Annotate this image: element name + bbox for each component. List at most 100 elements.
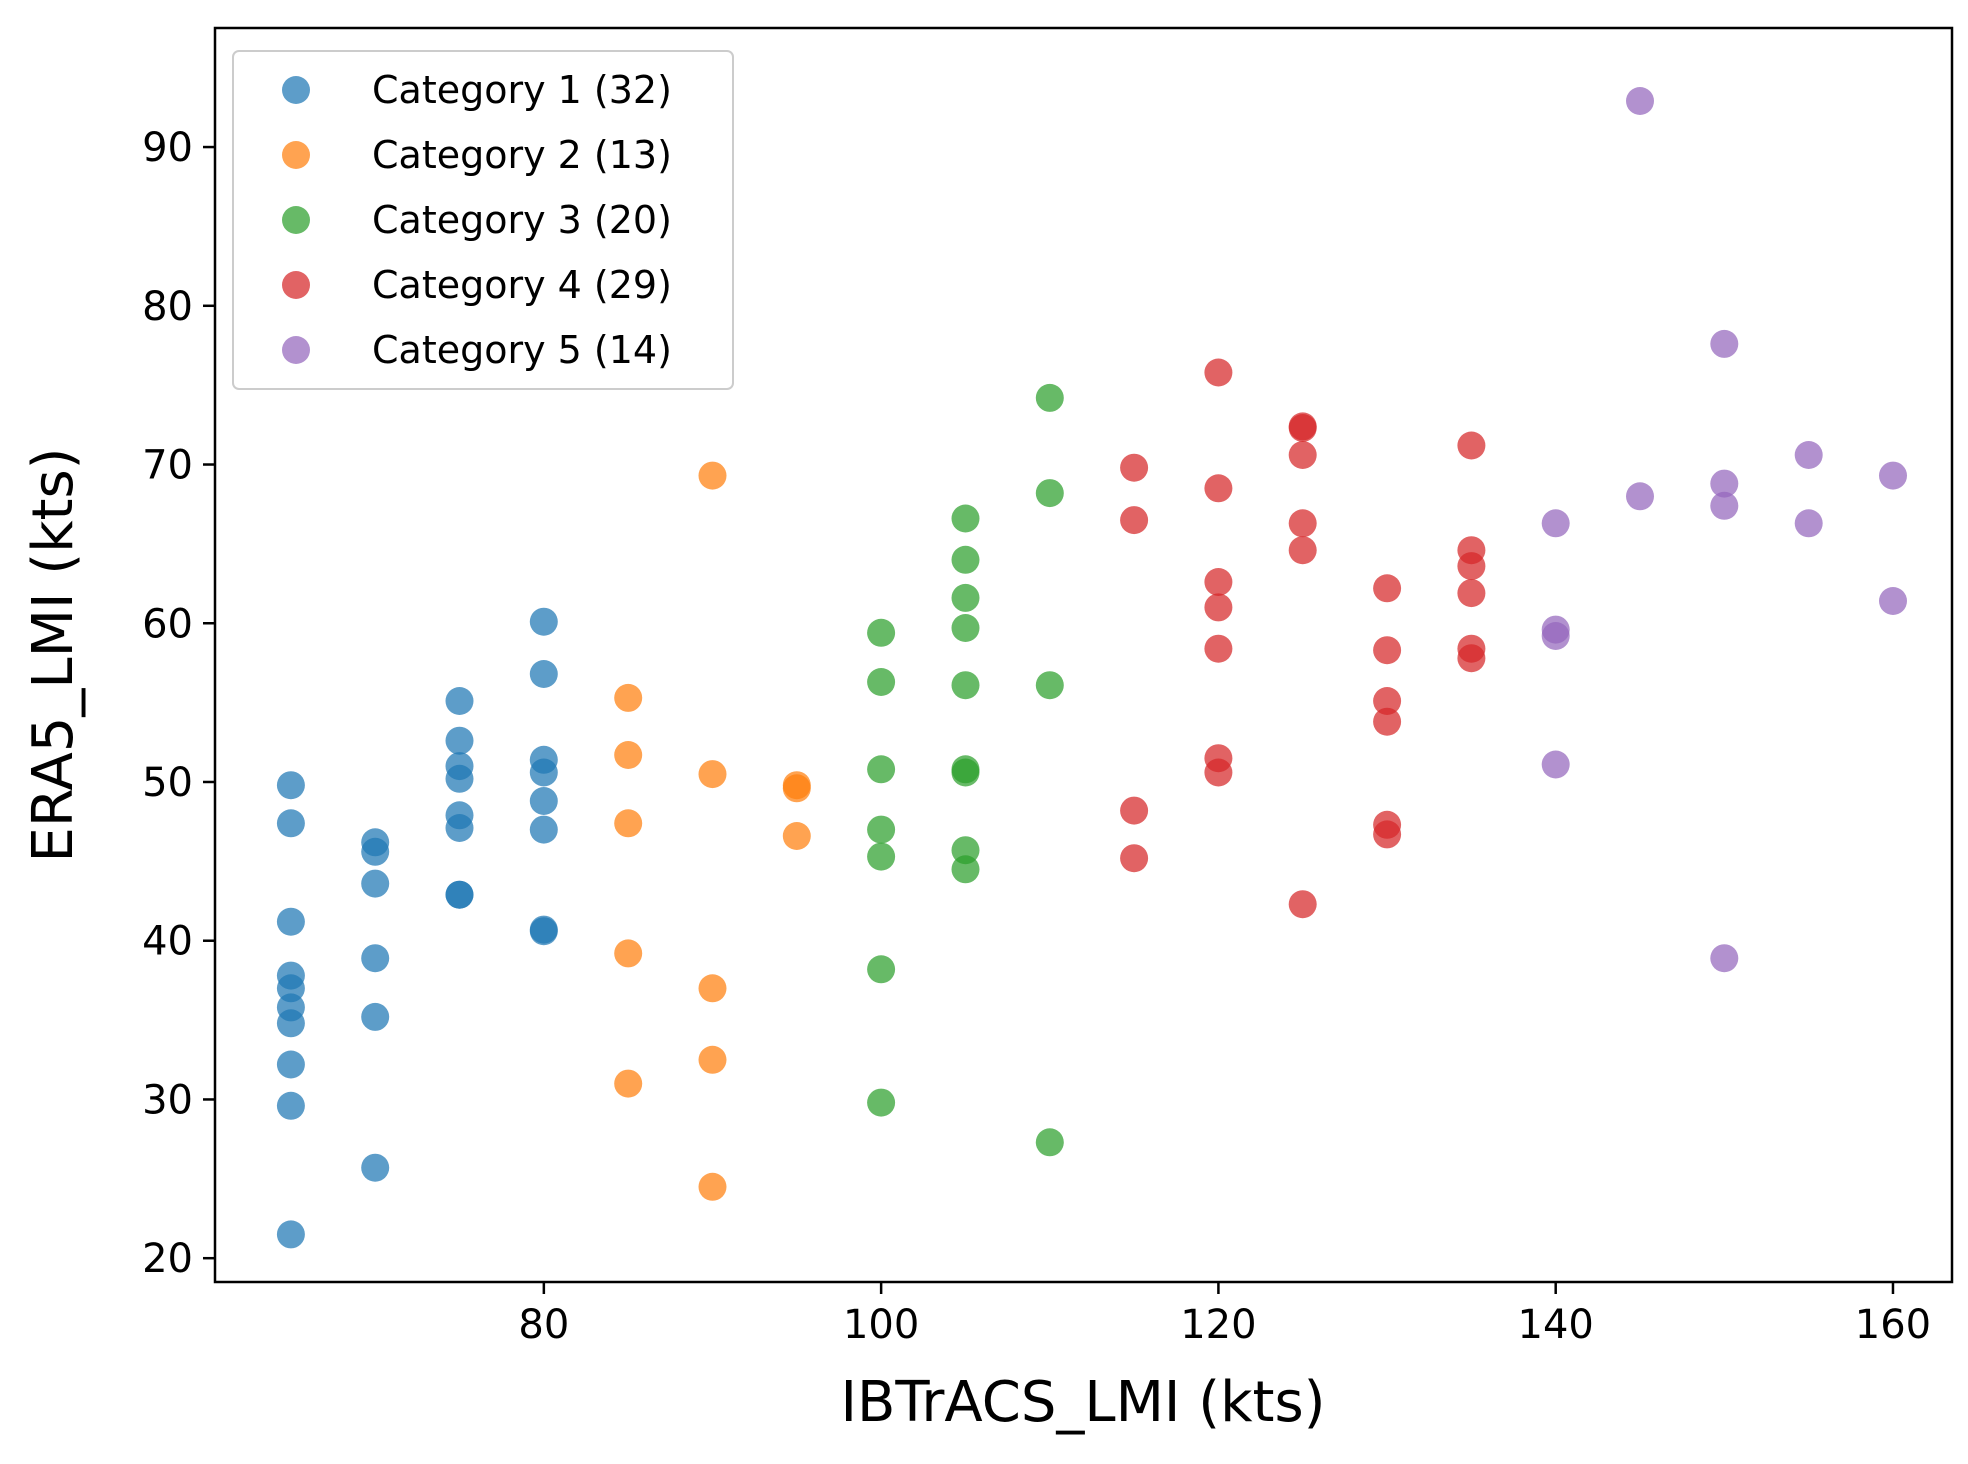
- data-point: [445, 687, 474, 715]
- data-point: [529, 815, 558, 844]
- legend-label: Category 4 (29): [372, 263, 672, 307]
- data-point: [529, 745, 558, 774]
- data-points: [276, 87, 1907, 1249]
- series-3: [867, 383, 1064, 1157]
- data-point: [951, 755, 980, 784]
- x-tick-label: 120: [1180, 1302, 1256, 1348]
- data-point: [1288, 441, 1317, 469]
- data-point: [276, 809, 305, 838]
- data-point: [445, 726, 474, 755]
- data-point: [867, 755, 896, 784]
- x-tick-label: 140: [1518, 1302, 1594, 1348]
- data-point: [1626, 87, 1654, 115]
- data-point: [951, 583, 980, 612]
- data-point: [1373, 687, 1402, 715]
- legend-marker: [282, 141, 310, 169]
- data-point: [1457, 431, 1486, 460]
- data-point: [1541, 750, 1570, 779]
- x-tick-label: 80: [518, 1302, 569, 1348]
- data-point: [1035, 383, 1064, 412]
- data-point: [1204, 634, 1233, 663]
- data-point: [1120, 453, 1149, 482]
- data-point: [1120, 844, 1149, 873]
- data-point: [1035, 1128, 1064, 1157]
- data-point: [867, 955, 896, 984]
- data-point: [867, 842, 896, 871]
- y-tick-label: 90: [142, 125, 193, 171]
- data-point: [529, 607, 558, 636]
- legend-marker: [282, 76, 310, 104]
- legend-marker: [282, 336, 310, 364]
- data-point: [529, 660, 558, 688]
- y-tick-label: 20: [142, 1236, 193, 1282]
- data-point: [614, 741, 643, 769]
- data-point: [1120, 506, 1149, 535]
- data-point: [1120, 796, 1149, 825]
- data-point: [1288, 536, 1317, 565]
- data-point: [1204, 358, 1233, 387]
- data-point: [1373, 574, 1402, 603]
- data-point: [782, 822, 811, 850]
- data-point: [1541, 509, 1570, 538]
- data-point: [698, 461, 727, 490]
- data-point: [1204, 593, 1233, 622]
- data-point: [951, 671, 980, 700]
- data-point: [867, 668, 896, 696]
- data-point: [276, 1050, 305, 1079]
- data-point: [1288, 509, 1317, 538]
- data-point: [361, 944, 390, 973]
- data-point: [1710, 944, 1739, 973]
- series-1: [276, 607, 558, 1249]
- data-point: [445, 801, 474, 830]
- data-point: [445, 880, 474, 909]
- data-point: [361, 1153, 390, 1182]
- data-point: [361, 869, 390, 898]
- data-point: [698, 760, 727, 789]
- data-point: [951, 836, 980, 865]
- data-point: [951, 545, 980, 574]
- data-point: [276, 1220, 305, 1249]
- data-point: [1373, 707, 1402, 736]
- plot-frame: [213, 26, 1954, 1284]
- y-tick-label: 50: [142, 760, 193, 806]
- x-axis-label: IBTrACS_LMI (kts): [841, 1370, 1326, 1435]
- data-point: [698, 1045, 727, 1074]
- data-point: [1626, 482, 1654, 511]
- legend-label: Category 3 (20): [372, 198, 672, 242]
- x-axis-ticks: 80 100 120 140 160: [518, 1282, 1931, 1348]
- data-point: [1035, 671, 1064, 700]
- x-tick-label: 100: [843, 1302, 919, 1348]
- data-point: [1204, 568, 1233, 596]
- data-point: [1204, 474, 1233, 503]
- data-point: [1457, 536, 1486, 565]
- data-point: [1541, 615, 1570, 644]
- data-point: [1288, 412, 1317, 441]
- data-point: [445, 752, 474, 781]
- data-point: [614, 683, 643, 712]
- data-point: [1879, 461, 1907, 490]
- data-point: [614, 1069, 643, 1098]
- data-point: [1710, 329, 1739, 358]
- data-point: [1794, 441, 1823, 469]
- data-point: [361, 828, 390, 857]
- legend-box: [232, 50, 734, 390]
- data-point: [698, 1172, 727, 1201]
- data-point: [698, 974, 727, 1003]
- data-point: [1457, 579, 1486, 608]
- series-2: [614, 461, 811, 1201]
- series-5: [1541, 87, 1907, 973]
- data-point: [276, 1091, 305, 1120]
- data-point: [1710, 469, 1739, 498]
- data-point: [782, 771, 811, 800]
- data-point: [361, 1002, 390, 1031]
- data-point: [276, 771, 305, 800]
- data-point: [1457, 634, 1486, 663]
- data-point: [1204, 744, 1233, 773]
- y-tick-label: 30: [142, 1077, 193, 1123]
- data-point: [1373, 810, 1402, 839]
- data-point: [276, 907, 305, 936]
- data-point: [867, 618, 896, 647]
- y-axis-ticks: 20 30 40 50 60 70 80 90: [142, 125, 215, 1282]
